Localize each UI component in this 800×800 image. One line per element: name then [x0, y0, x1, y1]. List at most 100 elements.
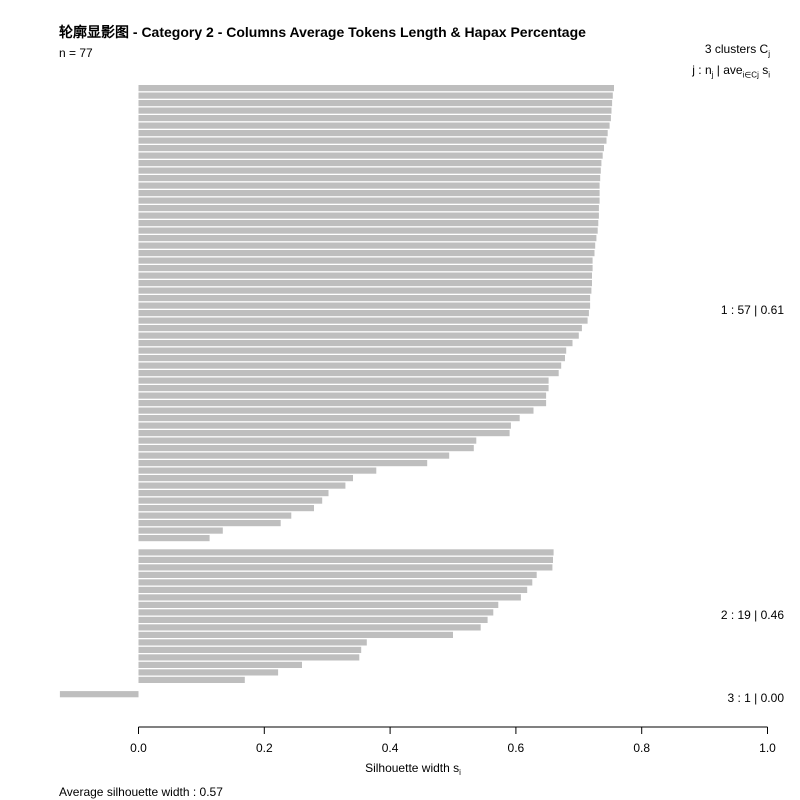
silhouette-bar-c1-18 [138, 212, 599, 219]
silhouette-bar-c1-17 [138, 205, 599, 212]
silhouette-bar-c1-25 [138, 265, 593, 272]
silhouette-bar-c1-51 [138, 460, 428, 467]
cluster-label-3: 3 : 1 | 0.00 [728, 691, 785, 705]
silhouette-bar-c1-37 [138, 355, 565, 362]
silhouette-bar-c1-34 [138, 332, 579, 339]
silhouette-bar-c1-24 [138, 257, 593, 264]
cluster-label-1: 1 : 57 | 0.61 [721, 303, 784, 317]
silhouette-bar-c1-13 [138, 175, 601, 182]
bars-group [59, 85, 614, 698]
silhouette-bar-c1-26 [138, 272, 592, 279]
silhouette-bar-c2-7 [138, 594, 521, 601]
n-count: n = 77 [59, 46, 93, 60]
silhouette-bar-c2-5 [138, 579, 533, 586]
x-tick-label-5: 1.0 [759, 741, 776, 755]
silhouette-bar-c3-1 [59, 691, 139, 698]
silhouette-bar-c1-49 [138, 445, 474, 452]
silhouette-bar-c1-61 [138, 535, 210, 542]
chart-title: 轮廓显影图 - Category 2 - Columns Average Tok… [59, 24, 586, 40]
legend-header-line2: j : nj | avei∈Cj si [692, 63, 770, 80]
silhouette-bar-c1-1 [138, 85, 614, 92]
silhouette-bar-c1-54 [138, 482, 346, 489]
silhouette-bar-c1-48 [138, 437, 477, 444]
silhouette-bar-c1-20 [138, 227, 598, 234]
x-axis: 0.0 0.2 0.4 0.6 0.8 1.0 [130, 726, 776, 755]
silhouette-bar-c1-9 [138, 145, 604, 152]
silhouette-bar-c1-46 [138, 422, 511, 429]
silhouette-bar-c1-19 [138, 220, 599, 227]
silhouette-bar-c1-45 [138, 415, 520, 422]
silhouette-bar-c1-39 [138, 370, 559, 377]
silhouette-bar-c1-41 [138, 385, 549, 392]
silhouette-bar-c2-6 [138, 586, 528, 593]
silhouette-bar-c1-43 [138, 400, 547, 407]
silhouette-bar-c1-60 [138, 527, 223, 534]
silhouette-bar-c2-11 [138, 624, 481, 631]
silhouette-bar-c1-6 [138, 122, 610, 129]
silhouette-bar-c2-3 [138, 564, 553, 571]
silhouette-bar-c1-21 [138, 235, 597, 242]
average-silhouette-label: Average silhouette width : 0.57 [59, 785, 223, 799]
silhouette-bar-c1-2 [138, 92, 613, 99]
silhouette-bar-c1-53 [138, 475, 353, 482]
silhouette-bar-c1-56 [138, 497, 323, 504]
x-axis-label: Silhouette width si [365, 761, 461, 777]
x-tick-label-1: 0.2 [256, 741, 273, 755]
silhouette-bar-c2-18 [138, 676, 245, 683]
silhouette-bar-c2-4 [138, 571, 537, 578]
silhouette-bar-c1-59 [138, 520, 281, 527]
silhouette-bar-c1-8 [138, 137, 607, 144]
silhouette-bar-c1-30 [138, 302, 591, 309]
silhouette-bar-c1-7 [138, 130, 608, 137]
silhouette-bar-c1-12 [138, 167, 601, 174]
silhouette-bar-c2-8 [138, 601, 499, 608]
cluster-label-2: 2 : 19 | 0.46 [721, 608, 784, 622]
silhouette-bar-c2-10 [138, 616, 488, 623]
silhouette-bar-c1-11 [138, 160, 602, 167]
x-axis-label-text: Silhouette width s [365, 761, 459, 775]
silhouette-bar-c1-3 [138, 100, 613, 107]
silhouette-bar-c1-58 [138, 512, 292, 519]
silhouette-bar-c1-4 [138, 107, 612, 114]
silhouette-bar-c1-31 [138, 310, 589, 317]
silhouette-bar-c2-16 [138, 661, 302, 668]
silhouette-bar-c2-2 [138, 556, 553, 563]
x-axis-label-sub: i [459, 768, 461, 777]
silhouette-bar-c1-52 [138, 467, 377, 474]
x-tick-label-2: 0.4 [382, 741, 399, 755]
silhouette-bar-c1-28 [138, 287, 592, 294]
silhouette-bar-c1-5 [138, 115, 611, 122]
x-tick-label-3: 0.6 [508, 741, 525, 755]
silhouette-bar-c1-15 [138, 190, 600, 197]
silhouette-bar-c1-23 [138, 250, 595, 257]
silhouette-bar-c1-33 [138, 325, 582, 332]
silhouette-bar-c1-44 [138, 407, 534, 414]
silhouette-bar-c1-47 [138, 430, 510, 437]
silhouette-bar-c1-55 [138, 490, 329, 497]
silhouette-bar-c1-29 [138, 295, 591, 302]
silhouette-bar-c1-36 [138, 347, 567, 354]
silhouette-bar-c1-38 [138, 362, 562, 369]
silhouette-bar-c2-15 [138, 654, 360, 661]
silhouette-bar-c2-9 [138, 609, 494, 616]
silhouette-bar-c2-13 [138, 639, 367, 646]
silhouette-bar-c1-10 [138, 152, 603, 159]
silhouette-bar-c1-14 [138, 182, 600, 189]
silhouette-bar-c1-32 [138, 317, 588, 324]
silhouette-bar-c2-17 [138, 669, 279, 676]
silhouette-bar-c2-14 [138, 646, 362, 653]
x-tick-label-0: 0.0 [130, 741, 147, 755]
silhouette-bar-c1-22 [138, 242, 596, 249]
legend-header-line1: 3 clusters Cj [704, 42, 770, 59]
silhouette-bar-c1-42 [138, 392, 547, 399]
silhouette-bar-c1-50 [138, 452, 450, 459]
silhouette-bar-c2-12 [138, 631, 453, 638]
legend-header: 3 clusters Cj j : nj | avei∈Cj si [692, 41, 770, 84]
x-tick-label-4: 0.8 [633, 741, 650, 755]
silhouette-bar-c2-1 [138, 549, 554, 556]
silhouette-bar-c1-57 [138, 505, 314, 512]
silhouette-bar-c1-35 [138, 340, 573, 347]
silhouette-bar-c1-40 [138, 377, 549, 384]
silhouette-bar-c1-27 [138, 280, 592, 287]
